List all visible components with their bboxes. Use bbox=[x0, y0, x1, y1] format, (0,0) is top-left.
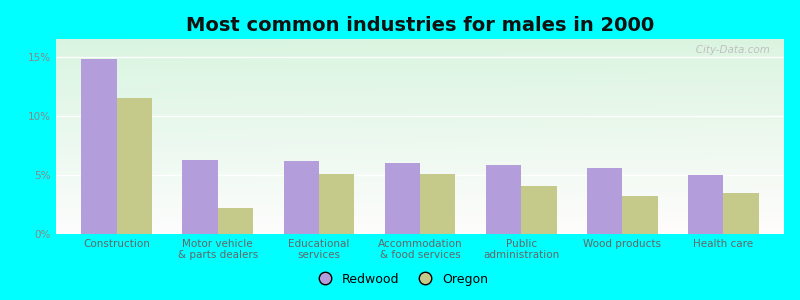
Legend: Redwood, Oregon: Redwood, Oregon bbox=[307, 268, 493, 291]
Bar bbox=[82, 59, 117, 234]
Bar bbox=[385, 163, 420, 234]
Bar bbox=[218, 208, 253, 234]
Bar bbox=[182, 160, 218, 234]
Bar bbox=[723, 193, 758, 234]
Bar bbox=[521, 185, 557, 234]
Bar bbox=[622, 196, 658, 234]
Bar bbox=[486, 166, 521, 234]
Bar bbox=[283, 161, 319, 234]
Text: City-Data.com: City-Data.com bbox=[686, 45, 770, 55]
Bar bbox=[420, 174, 455, 234]
Bar bbox=[587, 168, 622, 234]
Bar bbox=[319, 174, 354, 234]
Bar bbox=[117, 98, 152, 234]
Title: Most common industries for males in 2000: Most common industries for males in 2000 bbox=[186, 16, 654, 35]
Bar bbox=[688, 175, 723, 234]
